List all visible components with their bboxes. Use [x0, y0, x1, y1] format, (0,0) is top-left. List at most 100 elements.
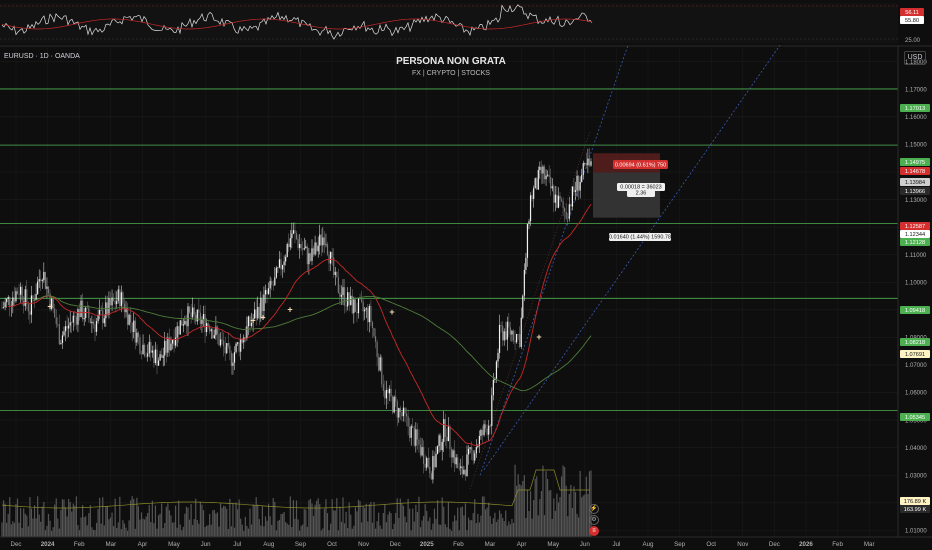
candle-body: [246, 326, 248, 339]
volume-bar: [405, 522, 408, 537]
candle-body: [387, 389, 389, 394]
rsi-ma-line: [1, 18, 593, 30]
candle-body: [209, 326, 211, 332]
volume-bar: [536, 476, 538, 537]
volume-bar: [4, 503, 6, 537]
candle-body: [145, 355, 147, 357]
rsi-panel: [0, 3, 898, 43]
candle-body: [559, 195, 561, 200]
candle-body: [509, 327, 511, 335]
candle-body: [359, 298, 361, 300]
candle-body: [43, 272, 45, 281]
candle-body: [489, 425, 491, 427]
candle-body: [134, 320, 136, 343]
volume-bar: [241, 524, 243, 537]
candle-body: [401, 412, 403, 417]
settings-icon[interactable]: ⚙: [589, 515, 599, 525]
volume-bar: [74, 505, 76, 537]
candle-body: [75, 316, 77, 325]
candle-body: [514, 340, 516, 343]
volume-bar: [164, 522, 166, 537]
candle-body: [438, 435, 440, 447]
candle-body: [356, 311, 358, 314]
volume-bar: [357, 499, 360, 537]
candle-body: [51, 298, 53, 309]
volume-bar: [343, 523, 346, 537]
x-tick-label: Aug: [642, 541, 654, 548]
volume-bar: [353, 525, 355, 537]
lightning-icon[interactable]: ⚡: [589, 504, 599, 514]
candle-body: [12, 297, 14, 306]
candle-body: [480, 430, 482, 436]
candle-body: [526, 223, 529, 258]
candle-body: [113, 297, 115, 301]
x-axis[interactable]: Dec 2024 Feb Mar Apr May Jun Jul Aug Sep Oct Nov Dec…: [10, 541, 874, 548]
volume-bar: [27, 526, 29, 537]
volume-bar: [526, 489, 529, 537]
volume-bar: [441, 497, 443, 537]
candle-body: [354, 299, 356, 312]
candle-body: [235, 343, 237, 353]
price-tag-label: 1.13966: [905, 189, 925, 195]
currency-button[interactable]: USD: [904, 51, 926, 65]
price-tag: [900, 306, 930, 314]
volume-bar: [82, 505, 84, 537]
candle-body: [63, 331, 65, 336]
candle-body: [16, 291, 19, 294]
volume-bar: [387, 514, 389, 537]
candle-body: [40, 279, 42, 282]
volume-bar: [328, 530, 330, 537]
candle-body: [66, 326, 68, 329]
volume-bar: [139, 519, 141, 537]
volume-bar: [238, 499, 240, 537]
volume-bar: [57, 518, 59, 537]
candle-body: [188, 306, 191, 313]
candle-body: [280, 259, 282, 270]
candle-body: [357, 298, 360, 314]
candle-body: [295, 233, 298, 240]
price-tag: [900, 230, 930, 238]
alert-icon[interactable]: ≡: [589, 526, 599, 536]
volume-bar: [378, 512, 380, 537]
candle-body: [343, 287, 346, 306]
volume-bar: [427, 521, 429, 537]
candle-body: [49, 293, 51, 309]
price-tag: [900, 178, 930, 186]
candle-body: [326, 244, 329, 255]
candle-body: [497, 352, 499, 362]
candle-body: [492, 379, 494, 396]
volume-bar: [447, 501, 449, 537]
x-tick-label: Oct: [706, 541, 716, 548]
volume-bar: [100, 523, 102, 537]
volume-bar: [303, 509, 305, 537]
volume-bar: [446, 527, 448, 537]
volume-bar: [260, 525, 262, 537]
y-axis[interactable]: 1.180001.170001.160001.150001.140001.130…: [905, 60, 927, 535]
volume-bar: [542, 465, 544, 537]
volume-bar: [23, 508, 25, 537]
volume-bar: [94, 529, 96, 537]
volume-bar: [565, 485, 567, 537]
candle-body: [29, 311, 31, 315]
candle-body: [1, 307, 3, 309]
volume-bar: [193, 519, 195, 537]
candle-body: [371, 322, 374, 328]
candle-body: [190, 312, 192, 318]
candle-body: [272, 285, 274, 286]
volume-bar: [489, 516, 491, 537]
volume-bar: [568, 493, 570, 537]
volume-bar: [419, 527, 422, 537]
candle-body: [454, 450, 456, 465]
x-tick-label: Feb: [453, 541, 464, 548]
volume-bar: [523, 475, 525, 537]
candle-body: [196, 309, 198, 322]
candle-body: [342, 287, 344, 296]
volume-bar: [398, 518, 400, 537]
candle-body: [199, 312, 201, 324]
volume-bar: [249, 508, 251, 537]
volume-bar: [396, 498, 398, 537]
x-tick-label: Dec: [769, 541, 780, 548]
candle-body: [230, 352, 232, 366]
